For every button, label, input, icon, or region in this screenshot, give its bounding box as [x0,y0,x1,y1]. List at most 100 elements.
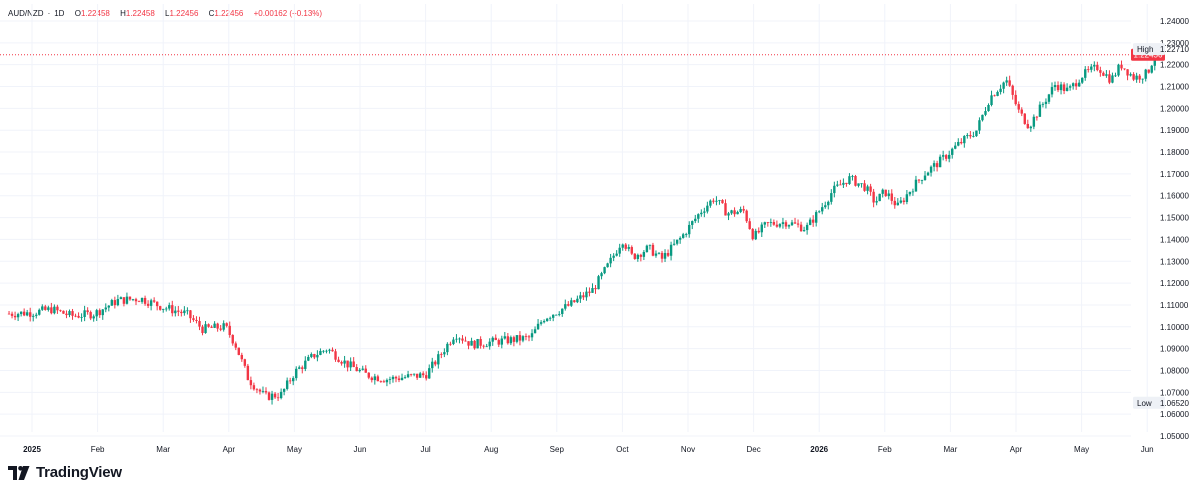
candle-body [551,314,555,318]
candle [769,218,773,227]
candle [388,376,392,385]
candle [174,306,177,317]
candle [349,357,352,371]
candle-body [1002,82,1005,89]
candle [367,372,370,380]
candle-body [10,313,14,316]
candle [225,322,228,328]
candle [969,131,972,139]
price-axis[interactable]: 1.24000 1.23000 1.22000 1.21000 1.20000 1.190… [1160,17,1189,441]
candle [975,130,978,137]
candle-body [158,306,162,310]
candle [660,250,664,263]
candle-body [243,359,247,366]
candle-body [83,310,86,318]
candle [951,147,954,159]
candle-body [44,306,47,310]
candle [273,391,277,399]
candle [748,218,751,230]
price-tick-label: 1.15000 [1160,214,1189,223]
candle [727,211,730,221]
candle-body [234,343,237,348]
candle [431,357,434,373]
candle [579,291,582,303]
candle-body [724,203,727,216]
candle-body [1047,94,1051,102]
candle-body [77,315,80,318]
tradingview-logo-icon [8,465,30,480]
candle [515,335,519,344]
candle [458,337,461,344]
candle [1117,63,1120,77]
candle [385,378,389,387]
candle-body [836,184,839,186]
candle-body [1029,126,1033,129]
time-tick-label: Jul [420,445,430,454]
candle [941,150,945,161]
candle [77,312,80,319]
candle-body [349,361,352,368]
candle-body [778,224,782,227]
time-axis[interactable]: 2025 Feb Mar Apr May Jun Jul Aug Sep Oct Nov Dec 202… [23,445,1154,454]
candle [1065,83,1069,92]
candle [322,350,325,354]
candle [228,321,231,338]
last-price-value: 1.22456 [1134,51,1163,60]
time-tick-label: 2026 [810,445,828,454]
tradingview-brand[interactable]: TradingView [8,464,122,481]
candle [143,295,147,306]
candle [917,178,921,184]
candle-body [152,300,156,302]
candle [1126,69,1129,81]
time-tick-label: Oct [616,445,629,454]
candle-body [691,221,694,225]
candle [476,338,479,349]
candle [932,160,936,172]
candle [310,352,313,359]
candle-body [633,253,637,259]
candle [533,326,537,334]
candle [1017,101,1020,113]
candle-body [1096,64,1099,71]
candle [666,249,670,258]
candle-body [917,179,921,181]
candle [685,232,688,238]
candle [50,302,53,315]
candlestick-series[interactable] [7,50,1156,405]
candle-body [660,252,664,259]
candle [415,373,419,380]
candle-body [497,340,500,345]
candle-body [533,329,537,334]
candle [464,336,467,342]
candle [110,298,114,306]
candle-body [125,296,129,304]
candle [1050,82,1054,98]
candle-body [1135,75,1138,80]
candle [1068,84,1072,91]
candle-body [62,310,65,314]
candle [878,193,881,202]
candle-body [95,310,98,317]
high-marker-bg [1133,43,1165,56]
candle [905,190,909,205]
candle-body [319,350,322,355]
candle-body [237,347,240,355]
candle-body [137,301,141,303]
candle [648,244,652,250]
candle [521,335,525,343]
candle [645,244,649,253]
candle [352,357,355,368]
candle-body [470,340,473,346]
candle-body [715,200,718,202]
candle [926,171,930,176]
candle-body [718,200,721,201]
candle [198,316,201,331]
low-marker-label: Low [1137,399,1152,408]
candle [739,206,742,214]
candle [237,347,240,356]
candle-body [110,300,114,306]
candle-body [824,205,827,208]
candle [319,348,322,356]
price-tick-label: 1.06000 [1160,410,1189,419]
